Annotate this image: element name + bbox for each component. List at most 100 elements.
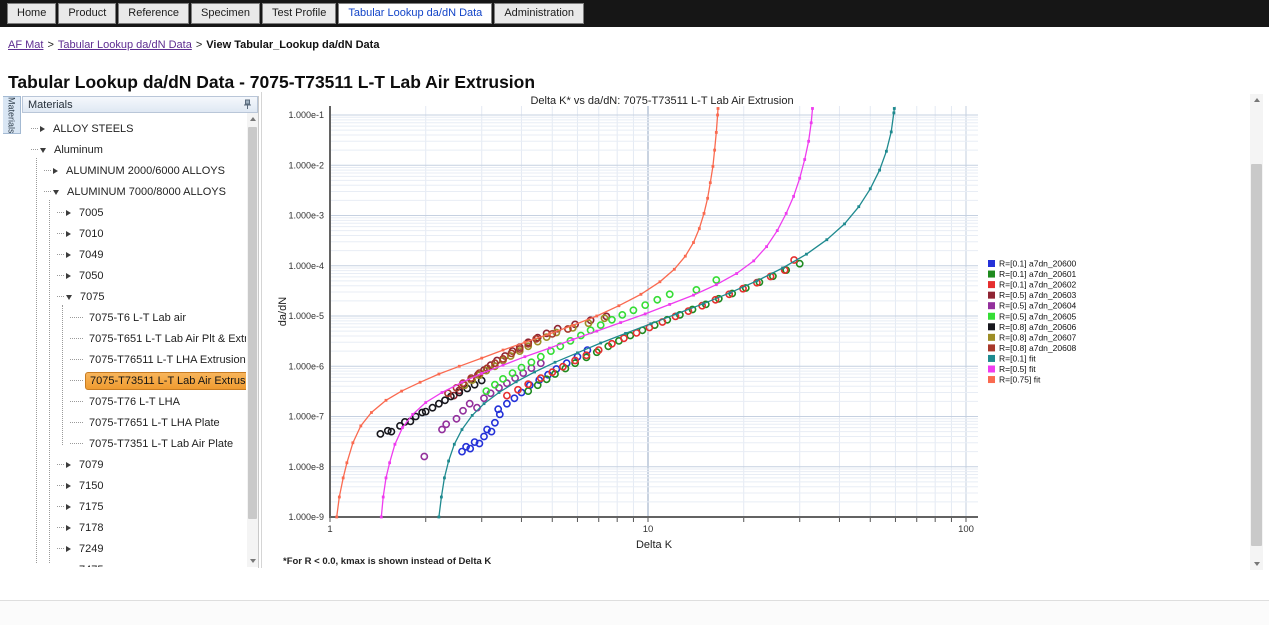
- tree-item-7249[interactable]: 7249: [22, 538, 246, 559]
- expand-icon[interactable]: [66, 209, 71, 216]
- materials-side-tab[interactable]: Materials: [3, 96, 21, 134]
- svg-text:1.000e-9: 1.000e-9: [288, 512, 324, 522]
- tree-item-label[interactable]: 7049: [79, 248, 104, 261]
- tree-item-7175[interactable]: 7175: [22, 496, 246, 517]
- materials-panel: Materials ALLOY STEELS Aluminum ALUMINUM 2…: [22, 96, 259, 568]
- tree-item-label[interactable]: 7010: [79, 227, 104, 240]
- tree-item-label[interactable]: 7475: [75, 562, 107, 568]
- tree-scroll-down-icon[interactable]: [247, 555, 258, 567]
- main-scrollbar[interactable]: [1250, 94, 1263, 570]
- tree-item-7010[interactable]: 7010: [22, 223, 246, 244]
- main-scroll-up-icon[interactable]: [1250, 94, 1263, 106]
- main-scroll-thumb[interactable]: [1251, 164, 1262, 546]
- materials-panel-title: Materials: [28, 98, 73, 111]
- tree-item-7075-t76-l-t-lha[interactable]: 7075-T76 L-T LHA: [22, 391, 246, 412]
- breadcrumb: AF Mat > Tabular Lookup da/dN Data > View Ta…: [8, 39, 379, 51]
- tree-connector: [44, 170, 51, 171]
- tree-item-7049[interactable]: 7049: [22, 244, 246, 265]
- breadcrumb-separator: >: [195, 39, 203, 51]
- tree-item-7075[interactable]: 7075: [22, 286, 246, 307]
- tree-item-label[interactable]: Aluminum: [54, 143, 103, 156]
- tree-item-7075-t7351-l-t-lab-air-plate[interactable]: 7075-T7351 L-T Lab Air Plate: [22, 433, 246, 454]
- tree-item-label[interactable]: 7075-T73511 L-T Lab Air Extrusion: [85, 371, 246, 390]
- tree-item-label[interactable]: 7075-T7351 L-T Lab Air Plate: [89, 437, 234, 450]
- svg-text:R=[0.5] a7dn_20604: R=[0.5] a7dn_20604: [999, 301, 1077, 311]
- breadcrumb-link-tabular[interactable]: Tabular Lookup da/dN Data: [57, 39, 192, 51]
- expand-icon[interactable]: [66, 524, 71, 531]
- expand-icon[interactable]: [66, 230, 71, 237]
- tree-guide: [36, 158, 37, 563]
- svg-text:R=[0.1] a7dn_20600: R=[0.1] a7dn_20600: [999, 259, 1077, 269]
- tree-item-label[interactable]: 7075-T7651 L-T LHA Plate: [89, 416, 220, 429]
- tree-item-7005[interactable]: 7005: [22, 202, 246, 223]
- tree-item-7079[interactable]: 7079: [22, 454, 246, 475]
- tree-item-aluminum[interactable]: Aluminum: [22, 139, 246, 160]
- tree-item-7075-t7651-l-t-lha-plate[interactable]: 7075-T7651 L-T LHA Plate: [22, 412, 246, 433]
- expand-icon[interactable]: [66, 545, 71, 552]
- tree-scroll-thumb[interactable]: [248, 127, 257, 519]
- tree-item-7475[interactable]: 7475: [22, 559, 246, 567]
- tree-item-label[interactable]: 7005: [79, 206, 104, 219]
- breadcrumb-link-afmat[interactable]: AF Mat: [8, 39, 44, 51]
- tree-item-label[interactable]: 7075-T76511 L-T LHA Extrusion: [89, 353, 246, 366]
- svg-text:da/dN: da/dN: [277, 297, 289, 326]
- materials-panel-header: Materials: [22, 96, 258, 113]
- tree-guide: [49, 200, 50, 563]
- tree-item-7075-t651-l-t-lab-air-plt-extr[interactable]: 7075-T651 L-T Lab Air Plt & Extr: [22, 328, 246, 349]
- nav-tab-specimen[interactable]: Specimen: [191, 3, 260, 24]
- tree-item-7150[interactable]: 7150: [22, 475, 246, 496]
- tree-connector: [57, 296, 64, 297]
- nav-tab-administration[interactable]: Administration: [494, 3, 585, 24]
- svg-text:Delta K: Delta K: [636, 539, 673, 551]
- tree-item-7075-t76511-l-t-lha-extrusion[interactable]: 7075-T76511 L-T LHA Extrusion: [22, 349, 246, 370]
- nav-tab-reference[interactable]: Reference: [118, 3, 190, 24]
- expand-icon[interactable]: [66, 503, 71, 510]
- svg-text:1.000e-8: 1.000e-8: [288, 462, 324, 472]
- tree-item-7075-t6-l-t-lab-air[interactable]: 7075-T6 L-T Lab air: [22, 307, 246, 328]
- tree-item-label[interactable]: 7050: [79, 269, 104, 282]
- pin-icon[interactable]: [241, 99, 253, 111]
- svg-text:1.000e-5: 1.000e-5: [288, 311, 324, 321]
- materials-tree: ALLOY STEELS Aluminum ALUMINUM 2000/6000 A…: [22, 113, 246, 567]
- tree-item-label[interactable]: 7075-T6 L-T Lab air: [89, 311, 187, 324]
- nav-tab-tabular-lookup-da-dn-data[interactable]: Tabular Lookup da/dN Data: [338, 3, 493, 24]
- tree-item-7050[interactable]: 7050: [22, 265, 246, 286]
- tree-item-label[interactable]: 7178: [79, 521, 104, 534]
- nav-tab-home[interactable]: Home: [7, 3, 57, 24]
- expand-icon[interactable]: [53, 167, 58, 174]
- tree-scrollbar[interactable]: [247, 113, 258, 567]
- expand-icon[interactable]: [40, 125, 45, 132]
- tree-item-alloy-steels[interactable]: ALLOY STEELS: [22, 118, 246, 139]
- tree-item-label[interactable]: 7150: [79, 479, 104, 492]
- tree-item-label[interactable]: 7075-T76 L-T LHA: [89, 395, 180, 408]
- tree-item-label[interactable]: ALUMINUM 2000/6000 ALLOYS: [66, 164, 225, 177]
- collapse-icon[interactable]: [53, 190, 59, 195]
- tree-item-label[interactable]: 7075: [80, 290, 105, 303]
- tree-item-label[interactable]: 7075-T651 L-T Lab Air Plt & Extr: [89, 332, 246, 345]
- tree-item-label[interactable]: 7249: [79, 542, 104, 555]
- expand-icon[interactable]: [66, 482, 71, 489]
- expand-icon[interactable]: [66, 461, 71, 468]
- svg-text:R=[0.1] a7dn_20601: R=[0.1] a7dn_20601: [999, 269, 1077, 279]
- tree-item-aluminum-7000-8000-alloys[interactable]: ALUMINUM 7000/8000 ALLOYS: [22, 181, 246, 202]
- main-scroll-down-icon[interactable]: [1250, 558, 1263, 570]
- collapse-icon[interactable]: [66, 295, 72, 300]
- tree-item-label[interactable]: 7079: [79, 458, 104, 471]
- tree-item-label[interactable]: ALUMINUM 7000/8000 ALLOYS: [67, 185, 226, 198]
- expand-icon[interactable]: [66, 251, 71, 258]
- tree-scroll-up-icon[interactable]: [247, 113, 258, 125]
- nav-tab-product[interactable]: Product: [58, 3, 117, 24]
- tree-item-aluminum-2000-6000-alloys[interactable]: ALUMINUM 2000/6000 ALLOYS: [22, 160, 246, 181]
- expand-icon[interactable]: [66, 272, 71, 279]
- tree-connector: [70, 401, 83, 402]
- tree-item-7075-t73511-l-t-lab-air-extrusion[interactable]: 7075-T73511 L-T Lab Air Extrusion: [22, 370, 246, 391]
- svg-text:R=[0.8] a7dn_20607: R=[0.8] a7dn_20607: [999, 332, 1077, 342]
- tree-item-label[interactable]: ALLOY STEELS: [53, 122, 134, 135]
- svg-text:10: 10: [643, 524, 654, 535]
- svg-text:R=[0.1] fit: R=[0.1] fit: [999, 353, 1036, 363]
- tree-item-label[interactable]: 7175: [79, 500, 104, 513]
- expand-icon[interactable]: [66, 566, 71, 567]
- nav-tab-test-profile[interactable]: Test Profile: [261, 3, 337, 24]
- tree-item-7178[interactable]: 7178: [22, 517, 246, 538]
- collapse-icon[interactable]: [40, 148, 46, 153]
